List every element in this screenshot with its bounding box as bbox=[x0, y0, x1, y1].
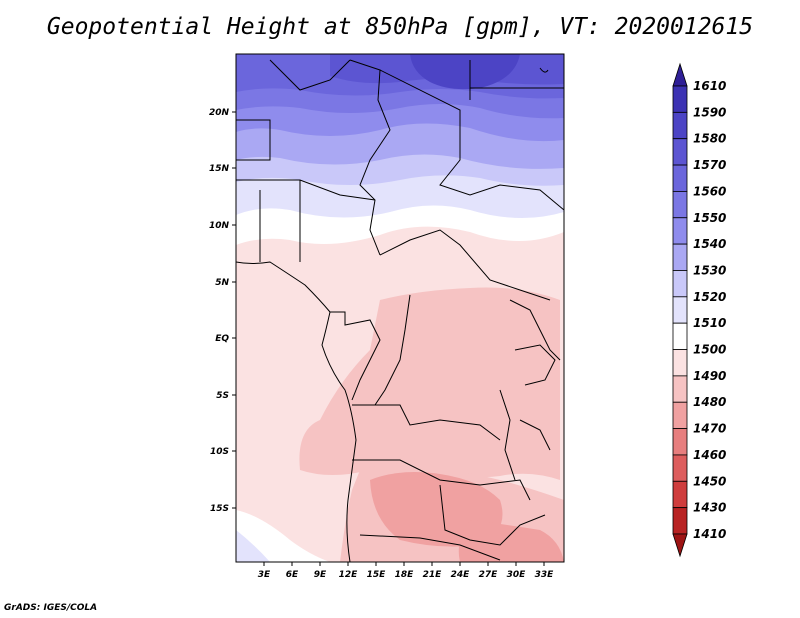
lon-tick: 15E bbox=[367, 570, 387, 580]
country-borders bbox=[236, 59, 564, 562]
color-bar-label: 1510 bbox=[693, 316, 726, 330]
color-bar-segment bbox=[672, 401, 688, 429]
color-bar-segment bbox=[672, 480, 688, 509]
color-bar-segment bbox=[672, 111, 688, 140]
lon-tick: 9E bbox=[314, 570, 327, 580]
band-1580-1590 bbox=[410, 54, 520, 90]
color-bar-label: 1540 bbox=[693, 237, 726, 251]
lon-tick: 12E bbox=[339, 570, 359, 580]
color-bar-label: 1520 bbox=[693, 290, 726, 304]
color-bar-segment bbox=[672, 164, 688, 192]
color-bar-label: 1560 bbox=[693, 184, 726, 198]
color-bar-segment bbox=[672, 191, 688, 219]
color-bar-segment bbox=[672, 85, 688, 113]
color-bar-label: 1550 bbox=[693, 211, 726, 225]
lon-tick: 24E bbox=[451, 570, 471, 580]
color-bar-segment bbox=[672, 217, 688, 245]
lon-tick: 3E bbox=[258, 570, 271, 580]
color-bar-segment bbox=[672, 507, 688, 535]
color-bar-label: 1500 bbox=[693, 343, 726, 357]
color-bar-label: 1460 bbox=[693, 448, 726, 462]
lon-tick: 33E bbox=[535, 570, 555, 580]
color-bar-label: 1590 bbox=[693, 105, 726, 119]
lon-tick: 30E bbox=[507, 570, 527, 580]
band-1480-1490 bbox=[299, 287, 560, 480]
color-bar-label: 1530 bbox=[693, 263, 726, 277]
color-bar-legend: 1610 1590 1580 1570 1560 1550 1540 1530 1520 1510… bbox=[672, 62, 726, 558]
color-bar-label: 1570 bbox=[693, 158, 726, 172]
color-bar-segment bbox=[672, 375, 688, 403]
color-bar-segment bbox=[672, 428, 688, 456]
lon-axis: 3E 6E 9E 12E 15E 18E 21E 24E 27E 30E 33E bbox=[258, 562, 554, 580]
lat-axis: 20N 15N 10N 5N EQ 5S 10S 15S bbox=[209, 108, 236, 514]
color-bar-segment bbox=[672, 243, 688, 271]
lat-tick: EQ bbox=[215, 334, 229, 344]
lon-tick: 6E bbox=[286, 570, 299, 580]
color-bar-cap-bottom bbox=[672, 533, 688, 558]
band-sw-1510 bbox=[236, 530, 270, 562]
band-1470-1480-se bbox=[458, 520, 564, 562]
color-bar-segment bbox=[672, 270, 688, 298]
lon-tick: 18E bbox=[395, 570, 415, 580]
color-bar-label: 1580 bbox=[693, 132, 726, 146]
height-field bbox=[236, 54, 564, 562]
lat-tick: 5S bbox=[216, 391, 229, 401]
color-bar-label: 1410 bbox=[693, 527, 726, 541]
map-title: Geopotential Height at 850hPa [gpm], VT:… bbox=[46, 14, 754, 40]
color-bar-label: 1490 bbox=[693, 369, 726, 383]
lon-tick: 21E bbox=[423, 570, 443, 580]
lon-tick: 27E bbox=[479, 570, 499, 580]
lat-tick: 15N bbox=[209, 164, 230, 174]
lat-tick: 10S bbox=[210, 447, 229, 457]
color-bar-label: 1450 bbox=[693, 474, 726, 488]
lat-tick: 15S bbox=[210, 504, 229, 514]
lat-tick: 20N bbox=[209, 108, 230, 118]
grads-credit: GrADS: IGES/COLA bbox=[4, 603, 98, 613]
lat-tick: 5N bbox=[215, 278, 229, 288]
color-bar-label: 1610 bbox=[693, 79, 726, 93]
color-bar-label: 1480 bbox=[693, 395, 726, 409]
color-bar-segment bbox=[672, 296, 688, 324]
map-frame bbox=[235, 53, 565, 563]
color-bar-label: 1470 bbox=[693, 422, 726, 436]
color-bar-segment bbox=[672, 138, 688, 166]
color-bar-segment bbox=[672, 322, 688, 350]
color-bar-segment bbox=[672, 454, 688, 482]
color-bar-cap-top bbox=[672, 62, 688, 87]
color-bar-label: 1430 bbox=[693, 501, 726, 515]
color-bar-segment bbox=[672, 349, 688, 377]
band-sw-1500 bbox=[236, 510, 330, 562]
lat-tick: 10N bbox=[209, 221, 230, 231]
